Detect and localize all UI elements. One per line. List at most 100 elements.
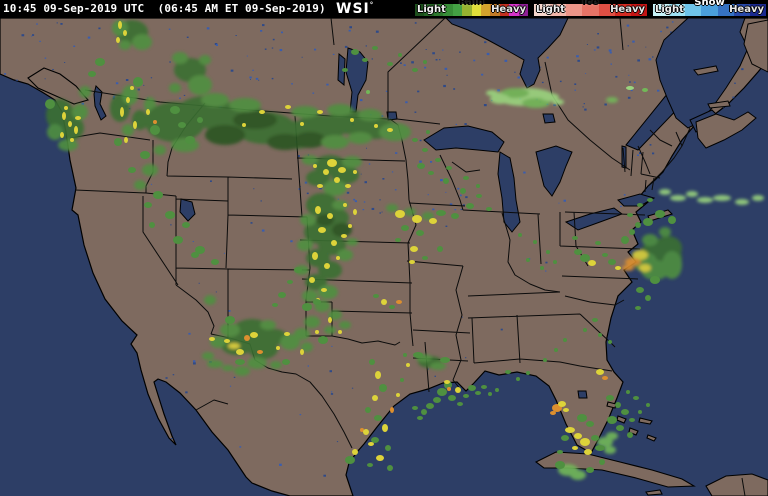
radar-echo (422, 212, 434, 220)
radar-echo (629, 418, 635, 422)
radar-echo (505, 370, 511, 374)
small-lake-dot (172, 374, 175, 376)
legend-scale-rain: Rain Light Heavy (414, 0, 529, 18)
radar-echo (526, 371, 530, 375)
intensity-legend: Rain Light Heavy Ice Light Heavy Snow Light Heav… (414, 0, 767, 18)
radar-echo (395, 238, 401, 242)
radar-echo (598, 333, 602, 337)
legend-color-step (462, 4, 472, 16)
radar-echo (580, 438, 590, 446)
radar-echo (592, 318, 598, 322)
radar-echo (126, 97, 130, 103)
radar-echo (367, 463, 373, 467)
small-lake-dot (597, 33, 599, 35)
legend-scale-snow: Snow Light Heavy (652, 0, 767, 18)
radar-echo (625, 258, 641, 266)
radar-echo (572, 236, 578, 240)
radar-echo (169, 83, 181, 93)
radar-echo (122, 124, 134, 136)
small-lake-dot (250, 222, 253, 224)
small-lake-dot (652, 152, 655, 155)
small-lake-dot (732, 96, 735, 99)
radar-echo (430, 362, 446, 370)
small-lake-dot (271, 47, 274, 49)
legend-color-step (480, 4, 491, 16)
small-lake-dot (500, 328, 503, 331)
radar-echo (348, 132, 372, 144)
radar-echo (468, 385, 476, 391)
small-lake-dot (351, 387, 354, 389)
radar-echo (621, 409, 629, 415)
radar-echo (302, 155, 318, 165)
radar-echo (309, 277, 315, 283)
radar-echo (294, 267, 302, 273)
radar-echo (312, 252, 318, 260)
radar-echo (317, 184, 323, 188)
legend-light-label: Light (536, 4, 565, 15)
small-lake-dot (192, 241, 194, 242)
radar-echo (447, 387, 451, 391)
radar-echo (332, 223, 352, 237)
small-lake-dot (15, 79, 18, 82)
radar-echo (655, 210, 665, 218)
radar-echo (278, 292, 286, 298)
legend-color-step (749, 4, 766, 16)
radar-echo (577, 414, 587, 422)
small-lake-dot (233, 376, 236, 378)
small-lake-dot (385, 90, 388, 92)
small-lake-dot (330, 393, 334, 395)
radar-echo (659, 227, 671, 237)
legend-color-step (598, 4, 615, 16)
radar-echo (318, 285, 338, 299)
small-lake-dot (193, 360, 196, 363)
radar-echo (403, 353, 407, 357)
small-lake-dot (362, 209, 365, 211)
small-lake-dot (365, 45, 367, 47)
radar-echo (608, 340, 612, 344)
radar-echo (345, 184, 351, 188)
legend-color-step (490, 4, 500, 16)
radar-echo (353, 209, 357, 215)
small-lake-dot (428, 368, 429, 370)
radar-echo (276, 346, 280, 350)
radar-echo (466, 203, 474, 209)
great-salt-lake (179, 198, 196, 222)
small-lake-dot (198, 282, 200, 284)
radar-echo (284, 332, 290, 336)
small-lake-dot (36, 23, 38, 25)
small-lake-dot (419, 160, 422, 163)
small-lake-dot (465, 357, 467, 359)
small-lake-dot (483, 104, 487, 107)
small-lake-dot (394, 189, 397, 191)
radar-echo (170, 106, 180, 114)
radar-echo (583, 328, 587, 332)
radar-echo (412, 138, 418, 142)
radar-echo (421, 409, 427, 415)
small-lake-dot (553, 103, 557, 107)
small-lake-dot (359, 99, 363, 102)
radar-echo (412, 68, 418, 72)
small-lake-dot (395, 152, 398, 154)
small-lake-dot (545, 261, 548, 264)
radar-echo (372, 395, 378, 401)
radar-echo (387, 465, 393, 471)
radar-echo (638, 410, 642, 414)
radar-echo (146, 109, 150, 115)
radar-echo (633, 396, 639, 400)
radar-echo (650, 276, 660, 284)
small-lake-dot (253, 188, 255, 190)
radar-echo (362, 58, 368, 62)
radar-echo (616, 425, 624, 431)
radar-echo (234, 366, 250, 376)
puget-sound (93, 85, 107, 121)
radar-echo (133, 121, 137, 129)
radar-echo (287, 280, 293, 284)
radar-echo (343, 203, 347, 207)
legend-title: Rain (459, 0, 484, 8)
radar-echo (300, 349, 304, 355)
radar-echo (396, 393, 400, 397)
radar-echo (379, 123, 411, 141)
small-lake-dot (306, 192, 309, 195)
small-lake-dot (186, 36, 189, 38)
radar-echo (323, 180, 347, 196)
